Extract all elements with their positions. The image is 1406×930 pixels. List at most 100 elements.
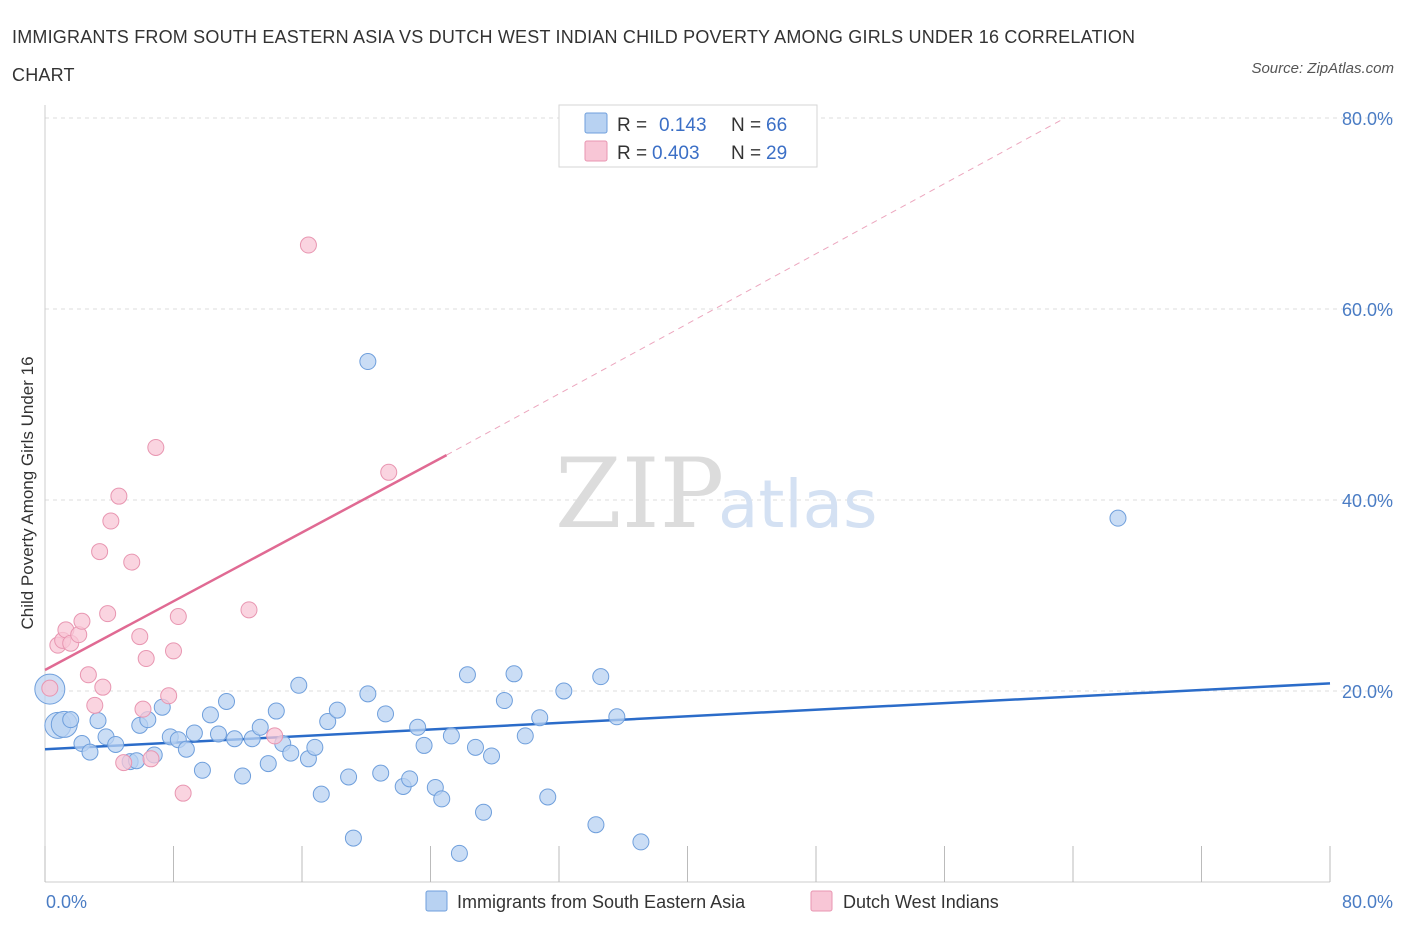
- point-south-eastern-asia: [372, 764, 390, 782]
- point-south-eastern-asia: [587, 816, 605, 834]
- point-south-eastern-asia: [539, 788, 557, 806]
- point-south-eastern-asia: [442, 727, 460, 745]
- legend-swatch-pink: [584, 140, 608, 162]
- point-south-eastern-asia: [475, 803, 493, 821]
- point-south-eastern-asia: [209, 725, 227, 743]
- legend-r-label-1: R =: [617, 115, 647, 136]
- point-south-eastern-asia: [267, 702, 285, 720]
- bottom-legend-swatch-blue: [425, 890, 448, 912]
- bottom-legend-label-blue: Immigrants from South Eastern Asia: [457, 892, 746, 912]
- legend-n-label-2: N =: [731, 143, 761, 164]
- point-dutch-west-indians: [147, 438, 165, 456]
- x-tick-label: 0.0%: [46, 892, 87, 912]
- y-tick-label: 20.0%: [1342, 682, 1393, 702]
- point-south-eastern-asia: [359, 685, 377, 703]
- point-dutch-west-indians: [142, 750, 160, 768]
- point-dutch-west-indians: [91, 543, 109, 561]
- point-south-eastern-asia: [312, 785, 330, 803]
- point-south-eastern-asia: [483, 747, 501, 765]
- point-dutch-west-indians: [94, 678, 112, 696]
- point-south-eastern-asia: [259, 755, 277, 773]
- point-dutch-west-indians: [41, 679, 59, 697]
- point-south-eastern-asia: [632, 833, 650, 851]
- point-south-eastern-asia: [458, 666, 476, 684]
- point-south-eastern-asia: [359, 353, 377, 371]
- bottom-legend-label-pink: Dutch West Indians: [843, 892, 999, 912]
- point-south-eastern-asia: [185, 724, 203, 742]
- point-south-eastern-asia: [495, 692, 513, 710]
- point-south-eastern-asia: [282, 744, 300, 762]
- point-dutch-west-indians: [86, 696, 104, 714]
- point-dutch-west-indians: [160, 687, 178, 705]
- point-south-eastern-asia: [592, 668, 610, 686]
- point-dutch-west-indians: [169, 608, 187, 626]
- watermark-atlas: atlas: [718, 466, 878, 543]
- point-south-eastern-asia: [344, 829, 362, 847]
- point-south-eastern-asia: [306, 738, 324, 756]
- point-south-eastern-asia: [409, 718, 427, 736]
- point-south-eastern-asia: [81, 743, 99, 761]
- trend-line-dutch-west-indians: [44, 454, 448, 672]
- legend-r-label-2: R =: [617, 143, 647, 164]
- trend-extension-dutch-west-indians: [446, 117, 1066, 456]
- point-dutch-west-indians: [240, 601, 258, 619]
- point-south-eastern-asia: [608, 708, 626, 726]
- point-south-eastern-asia: [62, 711, 80, 729]
- bottom-legend-swatch-pink: [810, 890, 833, 912]
- point-dutch-west-indians: [115, 754, 133, 772]
- point-south-eastern-asia: [290, 676, 308, 694]
- point-dutch-west-indians: [299, 236, 317, 254]
- point-dutch-west-indians: [266, 727, 284, 745]
- y-tick-label: 60.0%: [1342, 300, 1393, 320]
- point-south-eastern-asia: [319, 713, 337, 731]
- legend-n-label-1: N =: [731, 115, 761, 136]
- point-dutch-west-indians: [137, 650, 155, 668]
- source-credit: Source: ZipAtlas.com: [1251, 60, 1394, 77]
- tick-labels: 20.0% 40.0% 60.0% 80.0% 0.0% 80.0%: [46, 109, 1393, 912]
- legend-r-value-1: 0.143: [659, 115, 707, 136]
- point-south-eastern-asia: [505, 665, 523, 683]
- point-south-eastern-asia: [415, 736, 433, 754]
- point-south-eastern-asia: [177, 740, 195, 758]
- point-south-eastern-asia: [193, 761, 211, 779]
- point-dutch-west-indians: [123, 553, 141, 571]
- point-dutch-west-indians: [110, 487, 128, 505]
- point-south-eastern-asia: [377, 705, 395, 723]
- data-points: [34, 236, 1127, 862]
- point-dutch-west-indians: [131, 628, 149, 646]
- point-south-eastern-asia: [433, 790, 451, 808]
- point-dutch-west-indians: [380, 463, 398, 481]
- y-tick-label: 40.0%: [1342, 491, 1393, 511]
- point-south-eastern-asia: [251, 718, 269, 736]
- point-south-eastern-asia: [531, 709, 549, 727]
- watermark-zip: ZIP: [555, 438, 724, 550]
- y-tick-label: 80.0%: [1342, 109, 1393, 129]
- point-south-eastern-asia: [201, 706, 219, 724]
- legend: R = 0.143 N = 66 R = 0.403 N = 29: [558, 104, 818, 168]
- point-dutch-west-indians: [165, 642, 182, 660]
- legend-swatch-blue: [584, 112, 608, 134]
- point-south-eastern-asia: [516, 727, 534, 745]
- point-dutch-west-indians: [73, 612, 91, 630]
- axes: [44, 105, 1331, 883]
- legend-n-value-1: 66: [766, 115, 787, 136]
- trend-lines: [44, 117, 1331, 751]
- point-south-eastern-asia: [107, 735, 125, 753]
- point-dutch-west-indians: [174, 784, 192, 802]
- point-south-eastern-asia: [1109, 509, 1127, 527]
- x-tick-label: 80.0%: [1342, 892, 1393, 912]
- point-south-eastern-asia: [234, 767, 252, 785]
- point-south-eastern-asia: [450, 844, 468, 862]
- point-dutch-west-indians: [99, 605, 117, 623]
- point-dutch-west-indians: [102, 512, 120, 530]
- bottom-legend: Immigrants from South Eastern Asia Dutch…: [425, 890, 999, 912]
- point-south-eastern-asia: [555, 682, 573, 700]
- point-south-eastern-asia: [328, 701, 346, 719]
- legend-r-value-2: 0.403: [652, 143, 700, 164]
- point-south-eastern-asia: [401, 770, 419, 788]
- chart-title: IMMIGRANTS FROM SOUTH EASTERN ASIA VS DU…: [12, 27, 1136, 85]
- point-south-eastern-asia: [89, 712, 107, 730]
- point-south-eastern-asia: [226, 730, 244, 748]
- y-axis-label: Child Poverty Among Girls Under 16: [18, 356, 37, 629]
